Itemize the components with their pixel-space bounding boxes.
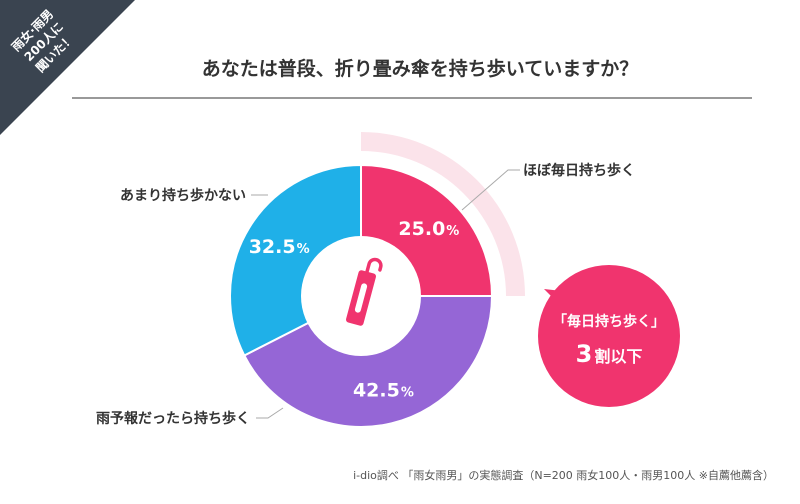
- callout-number: 3: [576, 340, 593, 368]
- pct-label-rarely: 32.5%: [249, 236, 310, 258]
- highlight-arc: [361, 132, 525, 296]
- pct-label-rain-unit: %: [401, 385, 414, 400]
- callout-line-2: 3 割以下: [576, 340, 643, 368]
- folding-umbrella-icon: [345, 257, 383, 326]
- label-daily: ほぼ毎日持ち歩く: [523, 162, 635, 179]
- callout-bubble: 「毎日持ち歩く」 3 割以下: [538, 265, 680, 407]
- slice-rain: [242, 295, 494, 428]
- page-title: あなたは普段、折り畳み傘を持ち歩いていますか？: [201, 58, 639, 80]
- leader-lines: [251, 169, 520, 419]
- leader-line-rain: [256, 407, 284, 419]
- pct-label-rain: 42.5%: [353, 379, 414, 401]
- pct-label-rain-value: 42.5: [353, 379, 400, 401]
- leader-line-daily: [461, 169, 520, 211]
- pct-label-daily-value: 25.0: [398, 218, 445, 240]
- pct-label-rarely-value: 32.5: [249, 236, 296, 258]
- pct-label-rarely-unit: %: [297, 242, 310, 257]
- source-note: i-dio調べ 「雨女雨男」の実態調査（N=200 雨女100人・雨男100人 …: [353, 469, 774, 482]
- callout-line-1: 「毎日持ち歩く」: [553, 313, 665, 330]
- callout-suffix: 割以下: [594, 347, 642, 366]
- pct-label-daily: 25.0%: [398, 218, 459, 240]
- pct-label-daily-unit: %: [446, 224, 459, 239]
- label-rain: 雨予報だったら持ち歩く: [96, 410, 250, 427]
- label-rarely: あまり持ち歩かない: [120, 187, 246, 204]
